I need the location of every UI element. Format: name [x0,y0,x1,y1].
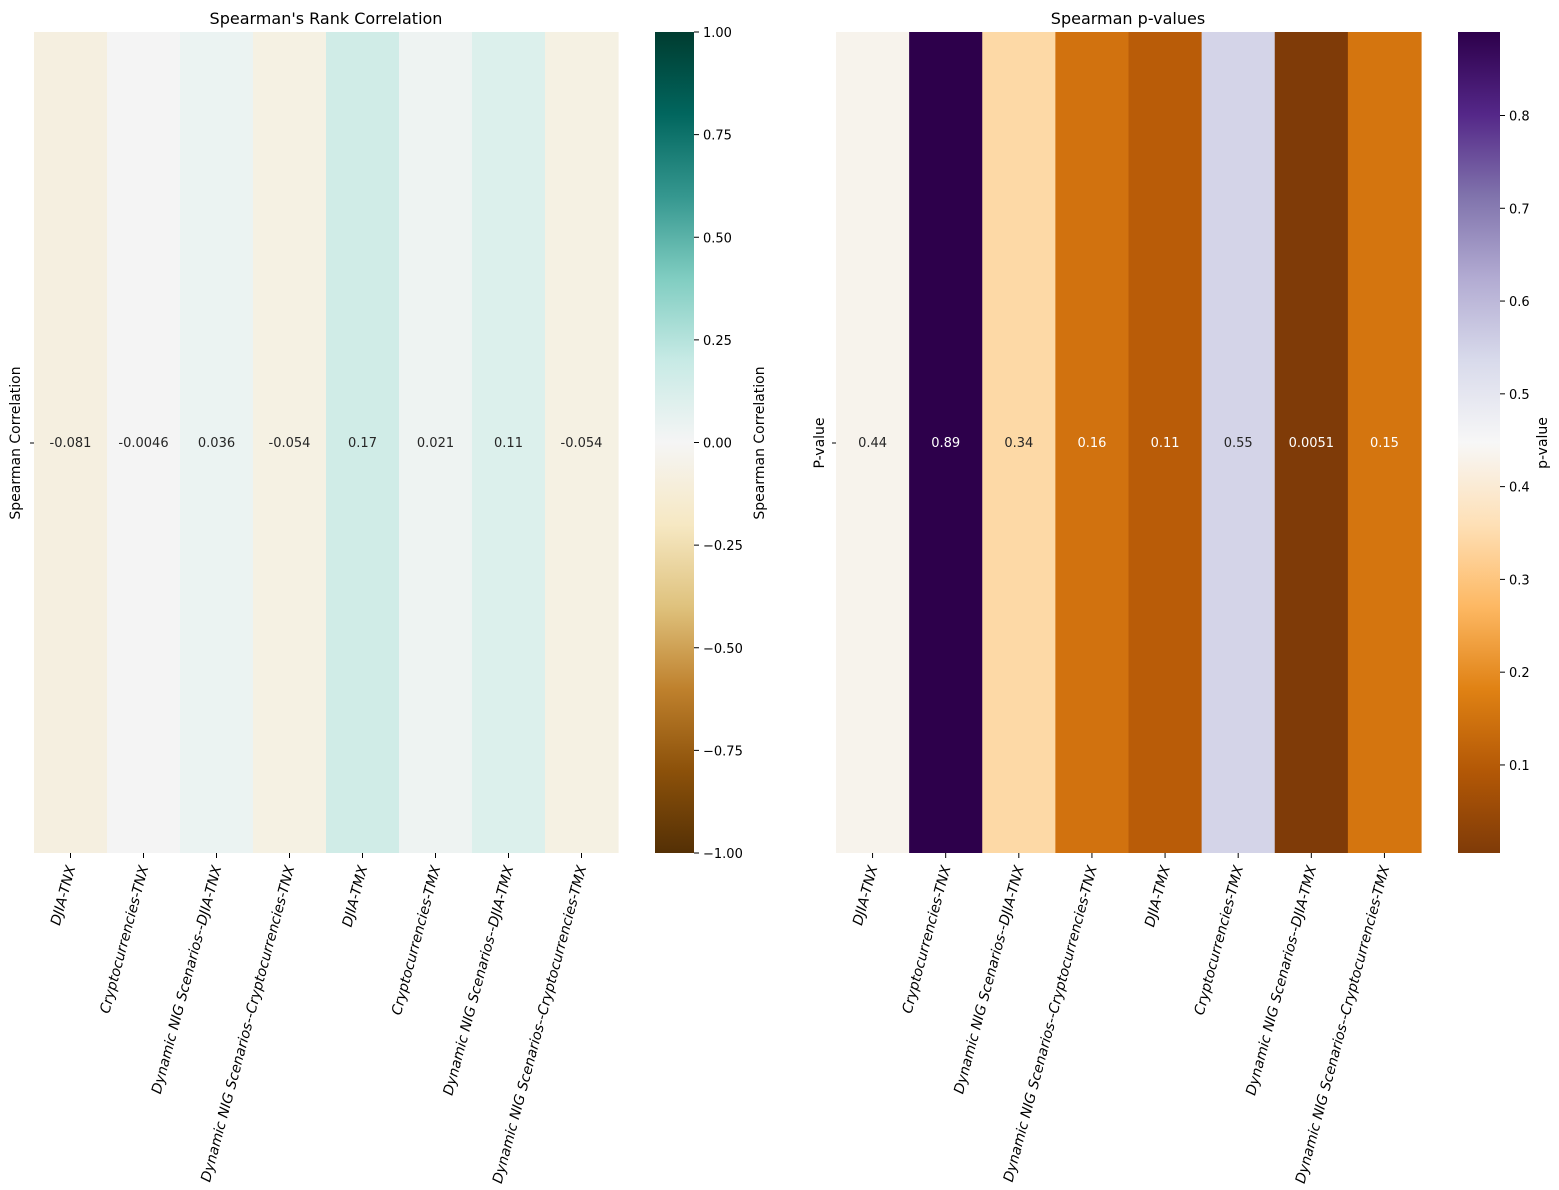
correlation-cell-label-2: 0.036 [198,436,235,451]
correlation-cell-3 [253,32,327,853]
pvalue-colorbar-ticks: 0.8 0.7 0.6 0.5 0.4 0.3 0.2 0.1 [1500,110,1530,774]
pvalue-ylabel: P-value [812,417,828,468]
correlation-colorbar-gradient [655,32,694,853]
pvalue-cell-label-5: 0.55 [1224,436,1253,451]
correlation-cell-1 [107,32,181,853]
pvalue-cell-label-3: 0.16 [1077,436,1106,451]
pvalue-x-tick-label-4: DJIA-TMX [1142,864,1174,929]
correlation-colorbar-tick-label-4: 0.00 [703,437,732,452]
pvalue-colorbar-tick-label-7: 0.1 [1509,759,1530,774]
correlation-colorbar-tick-label-3: 0.25 [703,334,732,349]
correlation-colorbar-tick-label-2: 0.50 [703,231,732,246]
correlation-x-tick-label-1: Cryptocurrencies-TNX [97,863,152,1015]
correlation-x-tick-label-4: DJIA-TMX [340,864,372,929]
correlation-x-tick-label-2: Dynamic NIG Scenarios--DJIA-TNX [149,864,226,1096]
correlation-cell-4 [326,32,400,853]
correlation-cell-label-7: -0.054 [561,436,603,451]
correlation-cell-6 [472,32,546,853]
pvalue-cell-label-1: 0.89 [931,436,960,451]
pvalue-cell-label-0: 0.44 [858,436,887,451]
pvalue-cell-label-4: 0.11 [1151,436,1180,451]
correlation-cell-label-4: 0.17 [348,436,377,451]
correlation-colorbar-tick-label-5: −0.25 [703,539,743,554]
pvalue-colorbar-tick-label-4: 0.4 [1509,481,1530,496]
correlation-colorbar: 1.00 0.75 0.50 0.25 0.00 −0.25 −0.50 −0.75 −1.00… [655,26,768,862]
correlation-cell-7 [545,32,619,853]
correlation-x-tick-label-0: DJIA-TNX [48,864,79,928]
correlation-colorbar-tick-label-7: −0.75 [703,744,743,759]
pvalue-colorbar-tick-label-6: 0.2 [1509,666,1530,681]
correlation-colorbar-tick-label-1: 0.75 [703,129,732,144]
correlation-cell-label-6: 0.11 [494,436,523,451]
pvalue-cell-4 [1128,32,1203,853]
pvalue-cell-label-7: 0.15 [1370,436,1399,451]
correlation-ylabel: Spearman Correlation [8,366,24,519]
correlation-cells: -0.081 -0.0046 0.036 -0.054 0.17 0.021 0.11 -0.… [34,32,619,853]
correlation-cell-2 [180,32,254,853]
pvalue-cell-0 [836,32,910,853]
correlation-cell-0 [34,32,108,853]
pvalue-cell-1 [909,32,983,853]
pvalue-cell-label-6: 0.0051 [1289,436,1335,451]
pvalue-cell-2 [982,32,1056,853]
pvalue-colorbar-tick-label-5: 0.3 [1509,573,1530,588]
pvalue-x-tick-label-0: DJIA-TNX [850,864,881,928]
correlation-cell-label-5: 0.021 [417,436,454,451]
pvalue-colorbar-tick-label-2: 0.6 [1509,295,1530,310]
correlation-colorbar-tick-label-0: 1.00 [703,26,732,41]
pvalue-colorbar-tick-label-1: 0.7 [1509,202,1530,217]
correlation-x-tick-label-6: Dynamic NIG Scenarios--DJIA-TMX [441,864,518,1098]
correlation-title: Spearman's Rank Correlation [210,9,443,28]
pvalue-colorbar-label: p-value [1535,417,1551,469]
correlation-colorbar-ticks: 1.00 0.75 0.50 0.25 0.00 −0.25 −0.50 −0.75 −1.00 [694,26,743,862]
correlation-cell-5 [399,32,473,853]
pvalue-title: Spearman p-values [1051,9,1205,28]
correlation-panel: Spearman's Rank Correlation Spearman Cor… [8,9,768,1185]
correlation-colorbar-label: Spearman Correlation [752,366,768,519]
pvalue-x-tick-label-2: Dynamic NIG Scenarios--DJIA-TNX [951,864,1028,1096]
correlation-cell-label-3: -0.054 [269,436,311,451]
correlation-x-tick-label-5: Cryptocurrencies-TMX [389,864,444,1017]
correlation-colorbar-tick-label-6: −0.50 [703,642,743,657]
correlation-cell-label-0: -0.081 [50,436,92,451]
pvalue-cell-5 [1201,32,1276,853]
pvalue-x-tick-label-5: Cryptocurrencies-TMX [1192,864,1247,1017]
pvalue-panel: Spearman p-values P-value 0.44 0.89 0.34 0.… [812,9,1551,1185]
pvalue-cells: 0.44 0.89 0.34 0.16 0.11 0.55 0.0051 0.15 [836,32,1422,853]
pvalue-colorbar-tick-label-0: 0.8 [1509,110,1530,125]
pvalue-colorbar: 0.8 0.7 0.6 0.5 0.4 0.3 0.2 0.1 p-value [1458,32,1551,853]
correlation-colorbar-tick-label-8: −1.00 [703,847,743,862]
pvalue-colorbar-tick-label-3: 0.5 [1509,388,1530,403]
pvalue-cell-6 [1274,32,1349,853]
pvalue-x-tick-label-1: Cryptocurrencies-TNX [900,863,955,1015]
pvalue-cell-7 [1347,32,1422,853]
pvalue-colorbar-gradient [1458,32,1500,853]
pvalue-cell-3 [1055,32,1130,853]
pvalue-x-tick-label-6: Dynamic NIG Scenarios--DJIA-TMX [1243,864,1320,1098]
pvalue-cell-label-2: 0.34 [1004,436,1033,451]
correlation-cell-label-1: -0.0046 [118,436,168,451]
